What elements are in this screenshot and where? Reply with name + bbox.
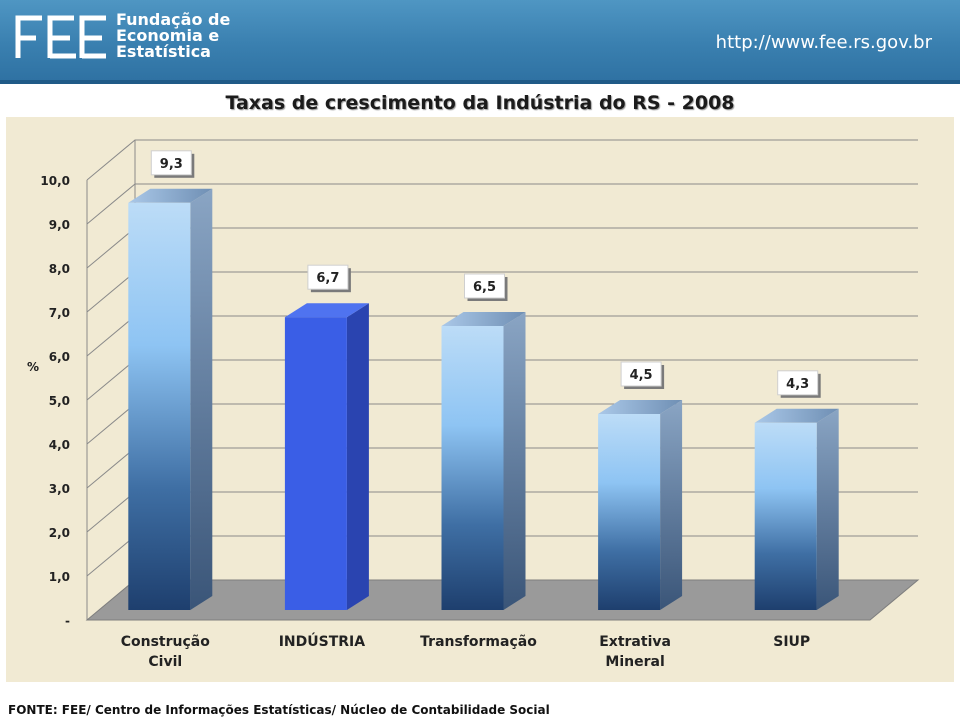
bar-side — [660, 400, 683, 610]
data-label-box — [150, 150, 192, 176]
header-bar: Fundação de Economia e Estatística http:… — [0, 0, 960, 80]
y-tick-label: 4,0 — [49, 438, 70, 452]
bar-top — [441, 312, 526, 326]
bar — [284, 303, 369, 610]
bar-front — [598, 414, 661, 610]
bar-chart: - 1,0 2,0 3,0 4,0 5,0 6,0 7,0 8,0 9,0 10,0 9,3 Const… — [27, 139, 920, 670]
logo-line-1: Fundação de — [116, 10, 231, 29]
bar-front — [128, 202, 191, 611]
bar-front — [441, 326, 504, 610]
gridline — [86, 139, 918, 181]
x-category-label: Transformação — [420, 634, 537, 650]
data-label-box — [464, 273, 505, 299]
y-tick-label: 7,0 — [49, 306, 70, 320]
bar-front — [284, 317, 347, 610]
data-label: 6,7 — [316, 271, 339, 286]
y-tick-label: 1,0 — [49, 570, 70, 584]
data-label: 4,3 — [786, 377, 809, 392]
bar-top — [284, 303, 369, 318]
x-category-label: Civil — [148, 654, 182, 670]
data-label-box — [777, 370, 819, 396]
y-tick-label: 10,0 — [40, 174, 70, 188]
logo-text: Fundação de Economia e Estatística — [116, 12, 230, 60]
x-category-label: Construção — [121, 634, 211, 650]
bar-side — [346, 303, 369, 610]
y-tick-label: 3,0 — [49, 482, 70, 496]
bar-side — [816, 408, 839, 610]
bar — [754, 408, 839, 610]
bar — [441, 312, 526, 610]
chart-title: Taxas de crescimento da Indústria do RS … — [225, 92, 735, 114]
logo-line-3: Estatística — [116, 42, 211, 61]
data-label-box — [620, 361, 662, 387]
y-tick-label: - — [65, 614, 70, 628]
bar-top — [128, 188, 213, 203]
data-label: 4,5 — [630, 368, 653, 383]
header-divider — [0, 80, 960, 84]
data-label: 9,3 — [160, 157, 183, 172]
x-category-label: Mineral — [605, 654, 664, 670]
bar-top — [598, 400, 683, 414]
bar-side — [503, 312, 526, 610]
x-category-label: SIUP — [773, 634, 810, 650]
source-note: FONTE: FEE/ Centro de Informações Estatí… — [8, 703, 550, 717]
site-url-link[interactable]: http://www.fee.rs.gov.br — [715, 32, 932, 53]
y-tick-label: 8,0 — [49, 262, 70, 276]
y-tick-label: 9,0 — [49, 218, 70, 232]
x-category-label: INDÚSTRIA — [279, 632, 366, 650]
y-tick-label: 2,0 — [49, 526, 70, 540]
data-label-box — [307, 264, 349, 290]
bar — [598, 400, 683, 610]
data-label: 6,5 — [473, 280, 496, 295]
logo-line-2: Economia e — [116, 26, 220, 45]
fee-logo-icon — [15, 15, 106, 59]
bar-front — [754, 422, 817, 610]
bar-side — [190, 188, 213, 611]
bar-top — [754, 408, 839, 423]
y-tick-label: 5,0 — [49, 394, 70, 408]
y-tick-label: 6,0 — [49, 350, 70, 364]
y-axis-label: % — [27, 360, 39, 374]
x-category-label: Extrativa — [599, 634, 671, 650]
bar — [128, 188, 213, 611]
